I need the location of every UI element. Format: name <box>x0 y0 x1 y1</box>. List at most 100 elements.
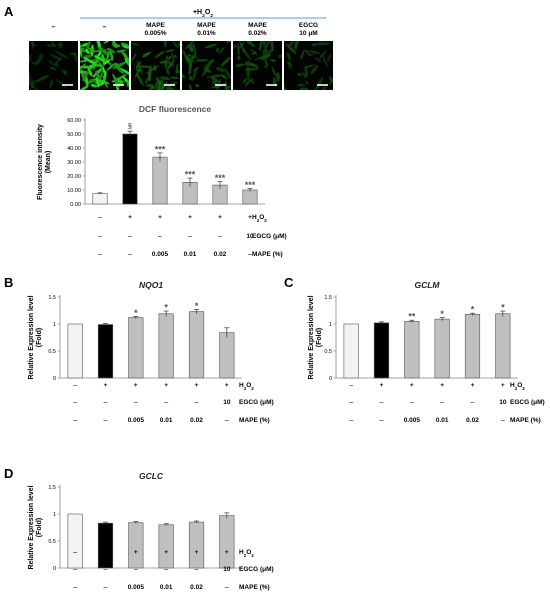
cell <box>215 67 225 72</box>
cell <box>195 83 200 88</box>
chart-nqo1: B NQO1 0 0.5 1 1.5 Relative Expression level (F… <box>4 275 274 424</box>
bar <box>158 313 174 379</box>
treatment-egcg-cell: – <box>158 233 162 240</box>
cell <box>250 79 255 84</box>
treatment-egcg-cell: – <box>349 399 353 406</box>
y-tick-label: 60.00 <box>67 118 81 124</box>
treatment-egcg-cell: – <box>440 399 444 406</box>
treatment-h2o2-cell: + <box>501 382 505 389</box>
cell <box>264 41 272 50</box>
treatment-h2o2-cell: + <box>195 549 199 556</box>
cell <box>148 64 152 80</box>
treatment-egcg-cell: 10 <box>246 233 254 240</box>
cell <box>188 83 193 90</box>
cell <box>294 41 300 49</box>
treatment-egcg-cell: – <box>188 233 192 240</box>
treatment-egcg-cell: – <box>134 399 138 406</box>
y-axis-label: Relative Expression level <box>28 295 35 379</box>
cell <box>174 54 177 59</box>
bar <box>188 311 205 379</box>
cell <box>314 42 330 46</box>
treatment-egcg-cell: – <box>104 399 108 406</box>
significance-mark: * <box>134 308 138 318</box>
charts: DCF fluorescence 0.00 10.00 20.00 30.00 40.00… <box>4 104 545 591</box>
cell <box>154 51 165 59</box>
y-tick-label: 1 <box>329 322 332 328</box>
y-axis-label-sub: (Fold) <box>316 328 323 347</box>
cell <box>136 72 144 86</box>
cell <box>262 49 268 53</box>
cell <box>278 54 282 58</box>
cell <box>287 41 296 48</box>
treatment-h2o2-cell: – <box>73 549 77 556</box>
panel-a: A +H2O2– – MAPE0.005%MAPE0.01%MAPE0.02%EGCG… <box>4 4 333 90</box>
bar <box>464 313 481 379</box>
treatment-mape-label: MAPE (%) <box>239 417 270 424</box>
cell <box>91 49 108 53</box>
cell <box>90 83 98 88</box>
y-tick-label: 0.00 <box>70 202 81 208</box>
treatment-h2o2-cell: + <box>134 382 138 389</box>
cell <box>300 54 303 60</box>
cell <box>101 53 105 66</box>
treatment-egcg-cell: 10 <box>223 399 231 406</box>
cell <box>319 50 327 59</box>
treatment-mape-cell: 0.005 <box>152 251 169 258</box>
y-tick-label: 50.00 <box>67 132 81 138</box>
treatment-mape-cell: – <box>349 417 353 424</box>
micrograph-cells-1 <box>80 41 129 90</box>
y-axis-label-sub: (Mean) <box>45 151 52 174</box>
cell <box>244 41 256 48</box>
cell <box>176 69 180 74</box>
treatment-mape-label: MAPE (%) <box>252 251 283 258</box>
treatment-egcg-cell: – <box>164 566 168 573</box>
cell <box>175 63 179 75</box>
treatment-egcg-cell: – <box>195 566 199 573</box>
treatment-mape-cell: – <box>248 251 252 258</box>
bar <box>188 521 205 569</box>
cell <box>49 41 57 48</box>
treatment-h2o2-label: H2O2 <box>510 382 525 391</box>
cell <box>102 75 108 89</box>
y-tick-label: 1 <box>53 512 56 518</box>
cell <box>172 41 179 49</box>
bar <box>404 320 420 379</box>
cell <box>164 59 175 67</box>
treatment-mape-label: MAPE (%) <box>239 584 270 591</box>
treatment-egcg-cell: – <box>218 233 222 240</box>
y-tick-label: 0 <box>53 376 56 382</box>
chart-dcf: DCF fluorescence 0.00 10.00 20.00 30.00 40.00… <box>37 104 287 258</box>
cell <box>80 70 89 74</box>
cell <box>305 80 309 85</box>
cell <box>224 67 231 81</box>
image-label-5: EGCG <box>299 22 318 29</box>
chart-title: DCF fluorescence <box>139 104 212 114</box>
treatment-h2o2-cell: + <box>104 382 108 389</box>
bar <box>97 522 114 569</box>
treatment-mape-cell: – <box>98 251 102 258</box>
cell <box>188 44 194 53</box>
bar <box>92 193 108 205</box>
treatment-egcg-cell: – <box>73 566 77 573</box>
cell <box>314 57 322 62</box>
cell <box>136 60 143 75</box>
y-axis-label: Relative Expression level <box>28 485 35 569</box>
treatment-egcg-cell: – <box>128 233 132 240</box>
bar <box>434 318 450 379</box>
treatment-mape-cell: 0.01 <box>160 417 173 424</box>
treatment-h2o2-label: H2O2 <box>239 382 254 391</box>
cell <box>61 69 68 76</box>
treatment-h2o2-cell: + <box>104 549 108 556</box>
cell <box>304 49 310 55</box>
cell <box>58 42 61 48</box>
treatment-h2o2-cell: + <box>164 549 168 556</box>
treatment-h2o2-cell: + <box>134 549 138 556</box>
treatment-egcg-cell: – <box>134 566 138 573</box>
treatment-h2o2-cell: – <box>73 382 77 389</box>
cell <box>299 87 309 90</box>
image-label-3: MAPE <box>197 22 216 29</box>
cell <box>286 52 291 61</box>
cell <box>182 72 186 79</box>
cell <box>103 58 111 65</box>
cell <box>167 55 172 61</box>
